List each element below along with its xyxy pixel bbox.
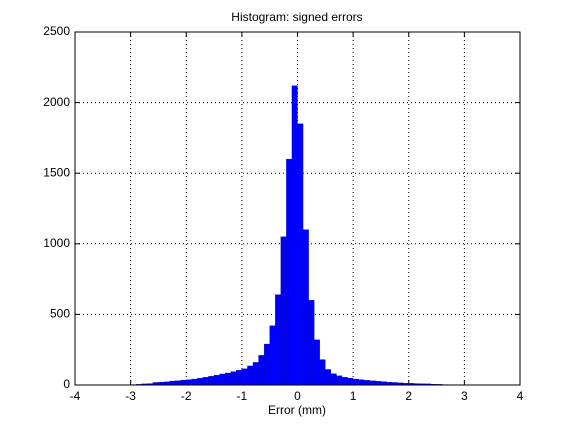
bar <box>208 376 215 386</box>
x-axis-label: Error (mm) <box>268 403 326 417</box>
bar <box>358 379 365 386</box>
bar <box>330 373 337 386</box>
bar <box>325 369 332 386</box>
bar <box>169 380 176 386</box>
bar <box>336 375 343 386</box>
bar <box>369 380 376 386</box>
x-tick-label: 0 <box>294 389 301 403</box>
y-tick-label: 2000 <box>43 95 70 109</box>
x-tick-label: -4 <box>70 389 81 403</box>
bar <box>180 379 187 386</box>
x-tick-label: -1 <box>237 389 248 403</box>
bar <box>291 85 298 386</box>
bar <box>241 368 248 386</box>
bar <box>280 236 287 386</box>
bar <box>247 365 254 386</box>
bar <box>275 294 281 386</box>
chart-title: Histogram: signed errors <box>231 10 362 24</box>
bar <box>213 374 220 386</box>
y-tick-label: 2500 <box>43 24 70 38</box>
x-tick-label: 1 <box>350 389 357 403</box>
y-tick-label: 500 <box>50 307 70 321</box>
bar <box>380 381 387 386</box>
bar <box>319 359 326 386</box>
bar <box>347 378 354 386</box>
bar <box>186 379 192 386</box>
x-tick-label: 4 <box>517 389 524 403</box>
bar <box>375 381 382 386</box>
bar <box>263 343 270 386</box>
bar <box>174 380 181 386</box>
bar <box>191 378 198 386</box>
x-tick-label: -3 <box>125 389 136 403</box>
bar <box>314 339 320 386</box>
bar <box>258 355 265 386</box>
bar <box>302 229 309 386</box>
bar <box>269 325 276 386</box>
bar <box>230 371 237 386</box>
y-tick-label: 1500 <box>43 165 70 179</box>
bar <box>202 377 209 386</box>
bar <box>297 123 304 386</box>
bar <box>252 362 259 386</box>
x-tick-label: 2 <box>405 389 412 403</box>
plot-frame <box>74 31 521 386</box>
bar <box>286 158 293 386</box>
y-tick-label: 1000 <box>43 236 70 250</box>
bar <box>308 300 315 386</box>
bar <box>225 372 231 386</box>
bar <box>364 380 370 386</box>
bar <box>341 377 348 386</box>
bar <box>236 370 243 386</box>
bar <box>219 373 226 386</box>
bar <box>352 378 359 386</box>
bar <box>197 378 204 386</box>
x-tick-label: -2 <box>181 389 192 403</box>
y-tick-label: 0 <box>63 377 70 391</box>
x-tick-label: 3 <box>461 389 468 403</box>
